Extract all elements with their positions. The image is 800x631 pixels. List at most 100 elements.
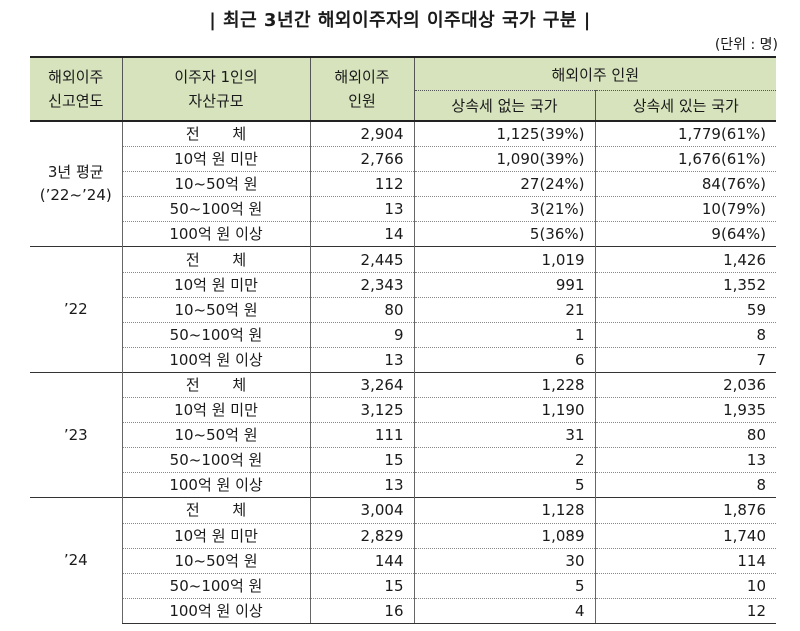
table-row: 10억 원 미만 3,125 1,190 1,935: [30, 397, 777, 423]
with-inheritance-tax-cell: 1,935: [594, 397, 777, 423]
no-inheritance-tax-cell: 31: [413, 422, 595, 448]
asset-size-cell: 100억 원 이상: [121, 597, 310, 624]
header-year: 해외이주 신고연도: [30, 56, 122, 121]
no-inheritance-tax-cell: 1,190: [413, 397, 595, 423]
asset-size-cell: 10~50억 원: [121, 547, 310, 574]
no-inheritance-tax-cell: 1,128: [413, 497, 595, 523]
emigrant-count-cell: 9: [309, 321, 414, 348]
header-emigrant-group: 해외이주 인원: [413, 56, 777, 91]
asset-size-cell: 100억 원 이상: [121, 221, 310, 247]
no-inheritance-tax-cell: 5: [413, 572, 595, 599]
table-row: 10~50억 원 80 21 59: [30, 296, 777, 323]
table-row: ’24 전 체 3,004 1,128 1,876: [30, 497, 777, 624]
emigrant-count-cell: 2,445: [309, 246, 414, 273]
no-inheritance-tax-cell: 21: [413, 296, 595, 323]
asset-size-cell: 10억 원 미만: [121, 397, 310, 423]
no-inheritance-tax-cell: 1: [413, 321, 595, 348]
header-asset-size: 이주자 1인의 자산규모: [121, 56, 310, 121]
emigrant-count-cell: 144: [309, 547, 414, 574]
table-row: 10억 원 미만 2,766 1,090(39%) 1,676(61%): [30, 146, 777, 172]
asset-size-cell: 50~100억 원: [121, 572, 310, 599]
asset-size-cell: 100억 원 이상: [121, 346, 310, 373]
no-inheritance-tax-cell: 2: [413, 447, 595, 473]
emigrant-count-cell: 15: [309, 572, 414, 599]
emigrant-count-cell: 13: [309, 346, 414, 373]
no-inheritance-tax-cell: 6: [413, 346, 595, 373]
emigrant-count-cell: 2,829: [309, 522, 414, 549]
table-header: 해외이주 신고연도 이주자 1인의 자산규모 해외이주 인원 해외이주 인원 상…: [30, 56, 777, 121]
emigrant-count-cell: 3,125: [309, 397, 414, 423]
asset-size-cell: 전 체: [121, 246, 310, 273]
table-row: 50~100억 원 15 2 13: [30, 447, 777, 473]
with-inheritance-tax-cell: 1,426: [594, 246, 777, 273]
with-inheritance-tax-cell: 1,779(61%): [594, 120, 777, 147]
emigrant-count-cell: 3,004: [309, 497, 414, 523]
with-inheritance-tax-cell: 9(64%): [594, 221, 777, 247]
with-inheritance-tax-cell: 13: [594, 447, 777, 473]
table-row: 100억 원 이상 14 5(36%) 9(64%): [30, 221, 777, 247]
with-inheritance-tax-cell: 84(76%): [594, 171, 777, 197]
emigrant-count-cell: 13: [309, 196, 414, 222]
with-inheritance-tax-cell: 1,352: [594, 271, 777, 298]
asset-size-cell: 전 체: [121, 371, 310, 398]
table-title: | 최근 3년간 해외이주자의 이주대상 국가 구분 |: [209, 10, 591, 31]
asset-size-cell: 50~100억 원: [121, 196, 310, 222]
asset-size-cell: 50~100억 원: [121, 447, 310, 473]
table-row: 10~50억 원 144 30 114: [30, 547, 777, 574]
table-row: ’22 전 체 2,445 1,019 1,426: [30, 246, 777, 373]
table-row: 50~100억 원 15 5 10: [30, 572, 777, 599]
asset-size-cell: 10~50억 원: [121, 296, 310, 323]
asset-size-cell: 10억 원 미만: [121, 522, 310, 549]
unit-label: (단위 : 명): [714, 37, 778, 53]
asset-size-cell: 10~50억 원: [121, 422, 310, 448]
asset-size-cell: 10억 원 미만: [121, 271, 310, 298]
with-inheritance-tax-cell: 7: [594, 346, 777, 373]
with-inheritance-tax-cell: 1,876: [594, 497, 777, 523]
table-row: 10~50억 원 111 31 80: [30, 422, 777, 448]
no-inheritance-tax-cell: 991: [413, 271, 595, 298]
with-inheritance-tax-cell: 59: [594, 296, 777, 323]
emigrant-count-cell: 15: [309, 447, 414, 473]
emigration-table: 해외이주 신고연도 이주자 1인의 자산규모 해외이주 인원 해외이주 인원 상…: [30, 56, 777, 624]
header-with-inheritance-tax: 상속세 있는 국가: [594, 90, 777, 121]
no-inheritance-tax-cell: 1,125(39%): [413, 120, 595, 147]
header-emigrant-count: 해외이주 인원: [309, 56, 414, 121]
table-row: 10억 원 미만 2,829 1,089 1,740: [30, 522, 777, 549]
year-cell: ’24: [30, 497, 122, 624]
table-row: 10억 원 미만 2,343 991 1,352: [30, 271, 777, 298]
total-label: 전 체: [185, 501, 247, 520]
header-no-inheritance-tax: 상속세 없는 국가: [413, 90, 595, 121]
table-row: 10~50억 원 112 27(24%) 84(76%): [30, 171, 777, 197]
no-inheritance-tax-cell: 5(36%): [413, 221, 595, 247]
with-inheritance-tax-cell: 1,676(61%): [594, 146, 777, 172]
total-label: 전 체: [185, 250, 247, 269]
with-inheritance-tax-cell: 8: [594, 472, 777, 498]
emigrant-count-cell: 2,766: [309, 146, 414, 172]
with-inheritance-tax-cell: 2,036: [594, 371, 777, 398]
with-inheritance-tax-cell: 1,740: [594, 522, 777, 549]
asset-size-cell: 100억 원 이상: [121, 472, 310, 498]
total-label: 전 체: [185, 375, 247, 394]
emigrant-count-cell: 3,264: [309, 371, 414, 398]
emigrant-count-cell: 80: [309, 296, 414, 323]
emigrant-count-cell: 14: [309, 221, 414, 247]
table-row: 50~100억 원 13 3(21%) 10(79%): [30, 196, 777, 222]
table-row: ’23 전 체 3,264 1,228 2,036: [30, 371, 777, 498]
asset-size-cell: 전 체: [121, 497, 310, 523]
year-cell: ’23: [30, 371, 122, 498]
emigrant-count-cell: 2,343: [309, 271, 414, 298]
emigrant-count-cell: 2,904: [309, 120, 414, 147]
no-inheritance-tax-cell: 5: [413, 472, 595, 498]
table-body: 3년 평균 (’22~’24) 전 체 2,904 1,125(39%) 1,779(6…: [30, 120, 777, 624]
with-inheritance-tax-cell: 8: [594, 321, 777, 348]
no-inheritance-tax-cell: 27(24%): [413, 171, 595, 197]
table-row: 100억 원 이상 16 4 12: [30, 597, 777, 624]
emigrant-count-cell: 111: [309, 422, 414, 448]
no-inheritance-tax-cell: 30: [413, 547, 595, 574]
asset-size-cell: 전 체: [121, 120, 310, 147]
table-row: 3년 평균 (’22~’24) 전 체 2,904 1,125(39%) 1,779(6…: [30, 120, 777, 247]
year-cell: 3년 평균 (’22~’24): [30, 120, 122, 247]
table-row: 100억 원 이상 13 5 8: [30, 472, 777, 498]
with-inheritance-tax-cell: 10(79%): [594, 196, 777, 222]
